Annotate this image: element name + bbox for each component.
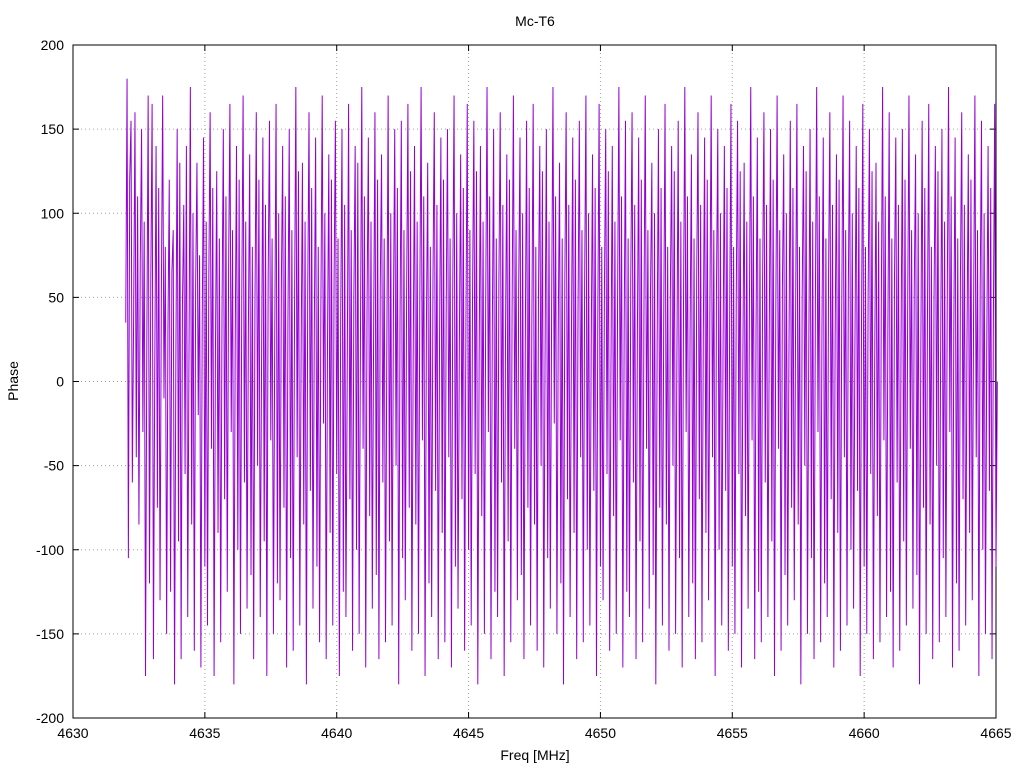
y-tick-label: -100	[36, 542, 64, 558]
y-tick-label: 0	[56, 374, 64, 390]
x-tick-label: 4645	[453, 725, 484, 741]
y-tick-label: -150	[36, 626, 64, 642]
y-tick-label: -50	[44, 458, 64, 474]
x-tick-label: 4665	[980, 725, 1011, 741]
y-tick-label: 50	[48, 289, 64, 305]
phase-series-line	[125, 78, 998, 685]
x-axis-label: Freq [MHz]	[500, 747, 569, 763]
x-tick-label: 4635	[189, 725, 220, 741]
x-tick-label: 4660	[849, 725, 880, 741]
x-tick-label: 4650	[585, 725, 616, 741]
y-tick-label: 100	[41, 205, 65, 221]
y-tick-label: 200	[41, 37, 65, 53]
x-tick-label: 4630	[57, 725, 88, 741]
y-tick-label: -200	[36, 710, 64, 726]
y-tick-label: 150	[41, 121, 65, 137]
y-axis-label: Phase	[5, 361, 21, 401]
x-tick-label: 4655	[717, 725, 748, 741]
tick-layer: 4630 4635 4640 4645 4650 4655 4660 4665 -200 -150…	[36, 37, 1012, 741]
x-tick-label: 4640	[321, 725, 352, 741]
chart-title: Mc-T6	[515, 13, 555, 29]
series-layer	[125, 78, 998, 685]
